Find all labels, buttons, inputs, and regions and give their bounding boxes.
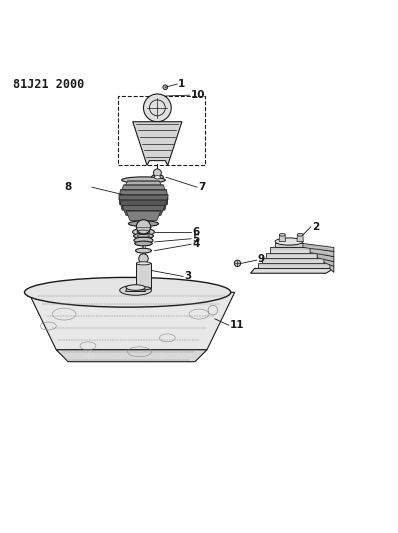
Polygon shape — [270, 247, 310, 253]
Ellipse shape — [133, 229, 154, 236]
Circle shape — [143, 94, 171, 122]
Text: 9: 9 — [257, 254, 264, 264]
Polygon shape — [56, 350, 207, 362]
Ellipse shape — [120, 285, 151, 295]
Ellipse shape — [122, 177, 165, 183]
Text: 2: 2 — [312, 222, 319, 232]
Polygon shape — [119, 190, 168, 199]
Circle shape — [234, 260, 241, 266]
Ellipse shape — [137, 262, 150, 265]
Polygon shape — [124, 181, 163, 190]
Text: 3: 3 — [184, 271, 191, 281]
Polygon shape — [137, 263, 150, 288]
Polygon shape — [122, 205, 165, 215]
Circle shape — [137, 220, 150, 234]
Polygon shape — [310, 247, 334, 256]
Text: 4: 4 — [192, 239, 200, 249]
Polygon shape — [279, 235, 285, 241]
Ellipse shape — [25, 277, 231, 307]
Polygon shape — [275, 244, 303, 247]
Polygon shape — [29, 292, 235, 350]
Text: 10: 10 — [191, 90, 205, 100]
Polygon shape — [330, 263, 334, 272]
Text: 11: 11 — [230, 320, 244, 330]
Ellipse shape — [275, 238, 303, 245]
Circle shape — [153, 169, 161, 177]
Ellipse shape — [297, 233, 303, 236]
Ellipse shape — [137, 287, 150, 290]
Polygon shape — [133, 122, 182, 165]
Text: 8: 8 — [64, 182, 71, 192]
Text: 7: 7 — [198, 182, 206, 192]
Circle shape — [139, 254, 148, 263]
Text: 5: 5 — [192, 234, 199, 244]
Ellipse shape — [154, 176, 160, 179]
Text: 1: 1 — [178, 79, 185, 89]
Polygon shape — [258, 263, 330, 269]
Text: 81J21 2000: 81J21 2000 — [13, 78, 84, 91]
Polygon shape — [119, 195, 168, 205]
Polygon shape — [121, 185, 166, 195]
Ellipse shape — [126, 285, 145, 290]
Ellipse shape — [136, 248, 151, 253]
Polygon shape — [251, 269, 334, 273]
Polygon shape — [126, 211, 161, 221]
Text: 6: 6 — [192, 227, 199, 237]
Polygon shape — [317, 253, 334, 262]
Polygon shape — [261, 258, 324, 263]
Ellipse shape — [279, 233, 285, 236]
Ellipse shape — [151, 174, 163, 180]
Polygon shape — [120, 200, 167, 210]
Ellipse shape — [134, 233, 153, 239]
Polygon shape — [324, 258, 334, 266]
Circle shape — [163, 85, 168, 90]
Polygon shape — [297, 235, 303, 241]
Polygon shape — [303, 244, 334, 252]
Ellipse shape — [129, 221, 158, 227]
Ellipse shape — [134, 237, 153, 244]
Ellipse shape — [135, 241, 152, 246]
Polygon shape — [126, 288, 145, 292]
Polygon shape — [265, 253, 317, 258]
